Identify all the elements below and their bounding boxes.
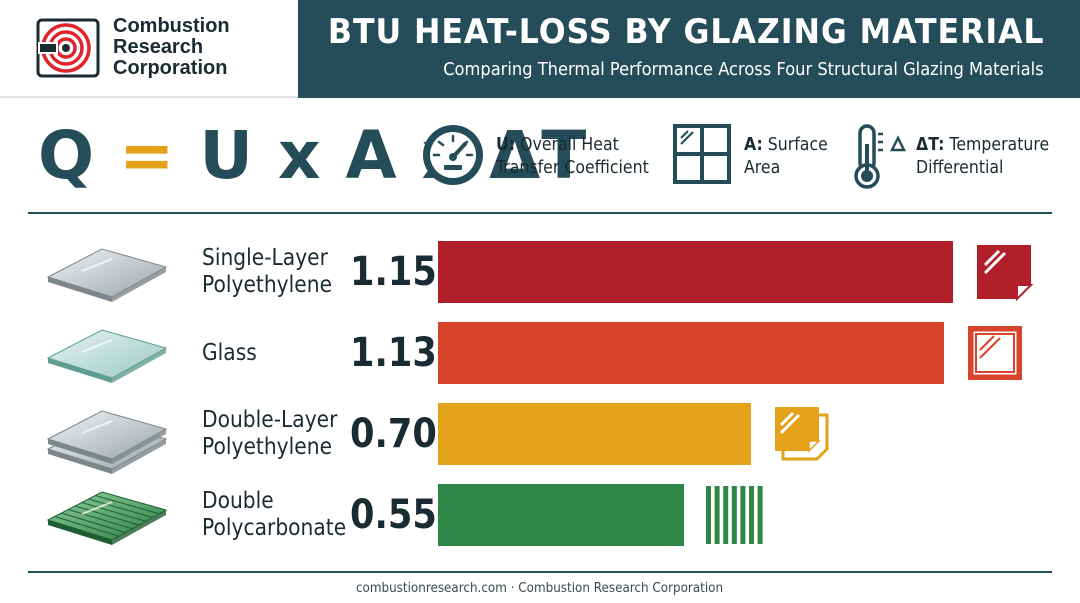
legend-dt-text-2: Differential bbox=[916, 158, 1004, 178]
legend-a-label: A: Surface Area bbox=[744, 134, 828, 180]
heat-loss-formula: Q = U x A x ΔT bbox=[38, 118, 587, 194]
thermometer-icon bbox=[854, 124, 907, 189]
category-label: Glass bbox=[202, 340, 257, 367]
category-label-line: Polyethylene bbox=[202, 434, 333, 460]
bar bbox=[438, 403, 751, 465]
footer: combustionresearch.com · Combustion Rese… bbox=[0, 581, 1080, 596]
title-banner: BTU HEAT-LOSS BY GLAZING MATERIAL Compar… bbox=[298, 0, 1080, 98]
category-label-line: Double-Layer bbox=[202, 407, 338, 433]
category-label-line: Polyethylene bbox=[202, 272, 333, 298]
legend-a-text-1: Surface bbox=[767, 135, 828, 155]
legend-a: A: Surface Area bbox=[672, 122, 842, 192]
double-pane-icon bbox=[771, 403, 833, 470]
polyethylene-sheet-icon bbox=[42, 235, 172, 315]
value-label: 1.15 bbox=[350, 249, 437, 295]
category-label: Double Polycarbonate bbox=[202, 488, 346, 542]
formula-times-1: x bbox=[277, 117, 322, 194]
value-label: 1.13 bbox=[350, 330, 437, 376]
value-label: 0.70 bbox=[350, 411, 437, 457]
bar bbox=[438, 322, 944, 384]
legend-dt-text-1: Temperature bbox=[949, 135, 1050, 155]
bar bbox=[438, 241, 953, 303]
category-label-line: Polycarbonate bbox=[202, 515, 347, 541]
double-polyethylene-sheet-icon bbox=[42, 397, 172, 477]
concentric-ring-logo-icon bbox=[36, 18, 100, 78]
legend-a-text-2: Area bbox=[744, 158, 781, 178]
legend-u-label: U: Overall Heat Transfer Coefficient bbox=[496, 134, 649, 180]
brand-name: Combustion Research Corporation bbox=[113, 16, 230, 79]
brand-line-1: Combustion bbox=[113, 15, 230, 37]
formula-delta-t: ΔT bbox=[489, 117, 588, 194]
category-label: Double-Layer Polyethylene bbox=[202, 407, 337, 461]
divider-bottom bbox=[28, 571, 1052, 573]
page-subtitle: Comparing Thermal Performance Across Fou… bbox=[443, 60, 1044, 80]
legend-u-key: U: bbox=[496, 135, 516, 155]
category-label-line: Single-Layer bbox=[202, 245, 328, 271]
formula-q: Q bbox=[38, 117, 96, 194]
fluted-panel-icon bbox=[704, 484, 766, 551]
footer-text: combustionresearch.com · Combustion Rese… bbox=[356, 581, 724, 596]
polycarbonate-sheet-icon bbox=[42, 478, 172, 558]
legend-u-text-2: Transfer Coefficient bbox=[496, 158, 649, 178]
legend-u: U: Overall Heat Transfer Coefficient bbox=[420, 122, 660, 192]
legend-a-key: A: bbox=[744, 135, 763, 155]
legend-dt-label: ΔT: Temperature Differential bbox=[916, 134, 1049, 180]
formula-u: U bbox=[199, 117, 254, 194]
logo-area: Combustion Research Corporation bbox=[0, 0, 298, 98]
legend-dt-key: ΔT: bbox=[916, 135, 945, 155]
legend-u-text-1: Overall Heat bbox=[520, 135, 619, 155]
brand-line-3: Corporation bbox=[113, 57, 228, 79]
header: Combustion Research Corporation BTU HEAT… bbox=[0, 0, 1080, 98]
legend-dt: ΔT: Temperature Differential bbox=[852, 122, 1062, 192]
brand-line-2: Research bbox=[113, 36, 204, 58]
glass-sheet-icon bbox=[42, 316, 172, 396]
category-label-line: Double bbox=[202, 488, 274, 514]
value-label: 0.55 bbox=[350, 492, 437, 538]
category-label-line: Glass bbox=[202, 340, 257, 366]
single-pane-icon bbox=[973, 241, 1035, 308]
page-title: BTU HEAT-LOSS BY GLAZING MATERIAL bbox=[327, 12, 1044, 52]
bar bbox=[438, 484, 684, 546]
category-label: Single-Layer Polyethylene bbox=[202, 245, 332, 299]
formula-equals: = bbox=[119, 117, 176, 194]
divider-top bbox=[28, 212, 1052, 214]
formula-a: A bbox=[345, 117, 398, 194]
window-icon bbox=[673, 124, 731, 184]
gauge-icon bbox=[423, 125, 483, 185]
glass-pane-icon bbox=[964, 322, 1026, 389]
